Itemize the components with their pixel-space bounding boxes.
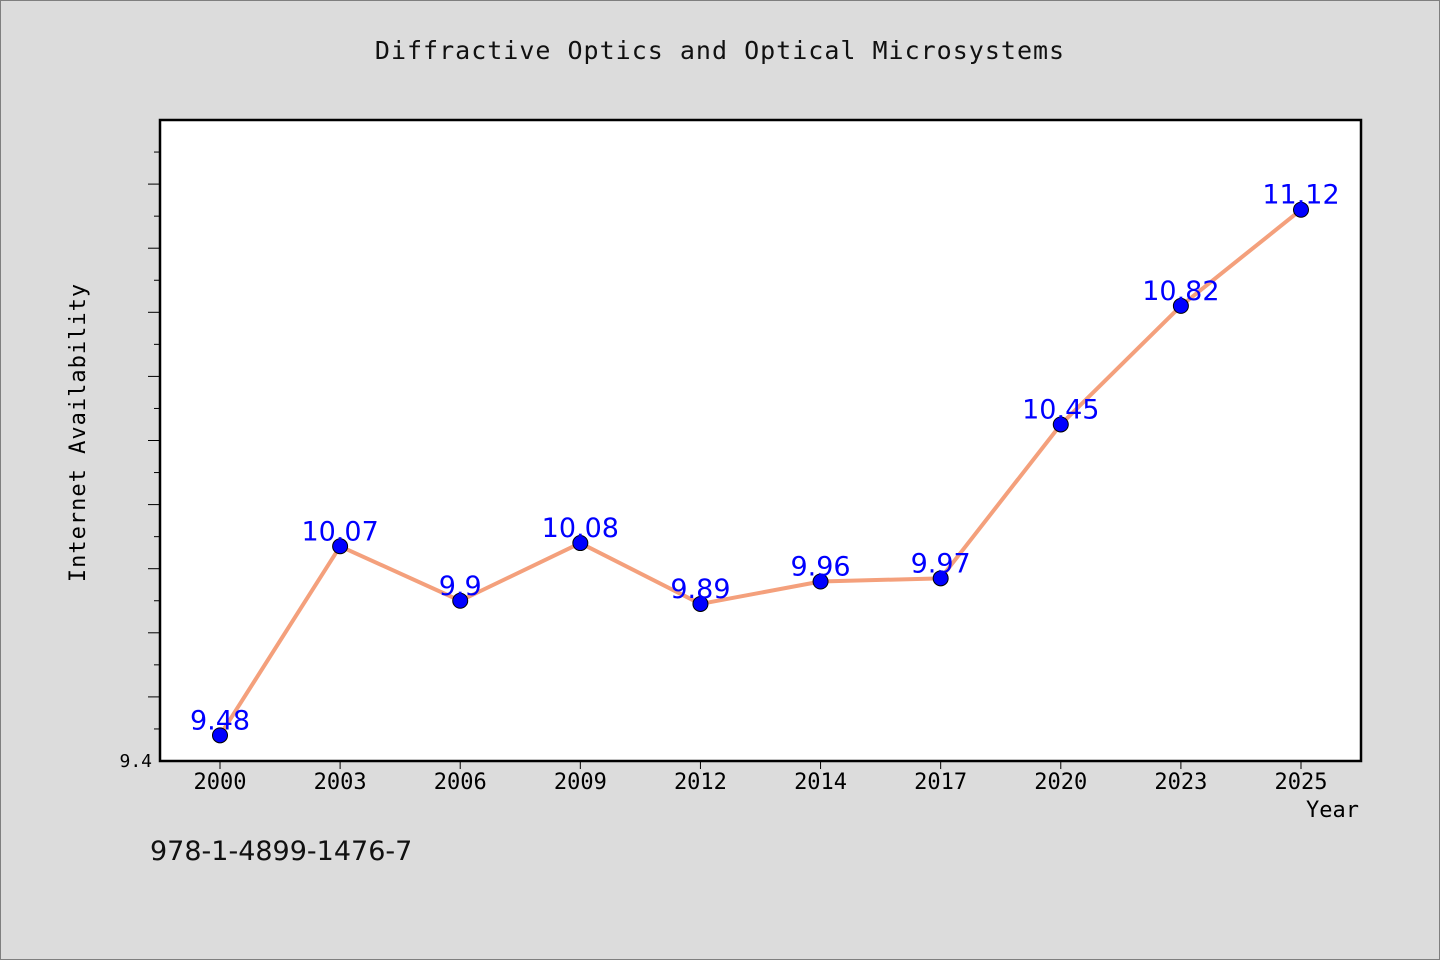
data-label: 11.12 [1262, 180, 1339, 211]
data-point [932, 570, 949, 587]
y-axis-label: Internet Availability [66, 283, 91, 582]
markers [212, 201, 1309, 744]
data-point [692, 595, 709, 612]
x-tick-label: 2003 [314, 770, 367, 795]
series-line [218, 208, 1303, 737]
data-label: 10.07 [301, 516, 378, 547]
data-label: 10.08 [542, 513, 619, 544]
data-point [452, 592, 469, 609]
series [218, 208, 1303, 737]
data-label: 10.82 [1142, 276, 1219, 307]
x-tick-label: 2000 [194, 770, 247, 795]
data-point [572, 535, 589, 552]
data-point [332, 538, 349, 555]
x-tick-label: 2012 [674, 770, 727, 795]
x-tick-label: 2014 [794, 770, 847, 795]
plot-area [158, 118, 1363, 763]
x-tick-label: 2025 [1275, 770, 1328, 795]
x-axis-label: Year [1306, 798, 1359, 823]
data-point [1172, 297, 1189, 314]
data-label: 9.89 [670, 574, 730, 605]
data-point [812, 573, 829, 590]
x-axis-ticks [219, 761, 1302, 769]
x-tick-label: 2006 [434, 770, 487, 795]
x-tick-label: 2009 [554, 770, 607, 795]
y-tick-label: 9.4 [119, 751, 152, 772]
data-point [212, 727, 228, 744]
data-label: 10.45 [1022, 394, 1099, 425]
x-tick-label: 2020 [1034, 770, 1087, 795]
data-labels: 9.48 10.07 9.9 10.08 9.89 9.96 9.97 10.45 10.82 1… [190, 180, 1340, 737]
chart-title: Diffractive Optics and Optical Microsyst… [374, 36, 1066, 65]
data-point [1293, 201, 1309, 218]
data-label: 9.9 [439, 571, 482, 602]
y-axis-ticks [148, 151, 160, 730]
axis-text: 2000 2003 2006 2009 2012 2014 2017 2020 2023 2025… [66, 283, 1359, 823]
data-label: 9.48 [190, 705, 250, 736]
data-label: 9.97 [911, 548, 971, 579]
x-tick-label: 2023 [1154, 770, 1207, 795]
data-point [1052, 416, 1069, 433]
x-tick-label: 2017 [914, 770, 967, 795]
data-label: 9.96 [790, 552, 850, 583]
isbn-text: 978-1-4899-1476-7 [150, 836, 413, 867]
